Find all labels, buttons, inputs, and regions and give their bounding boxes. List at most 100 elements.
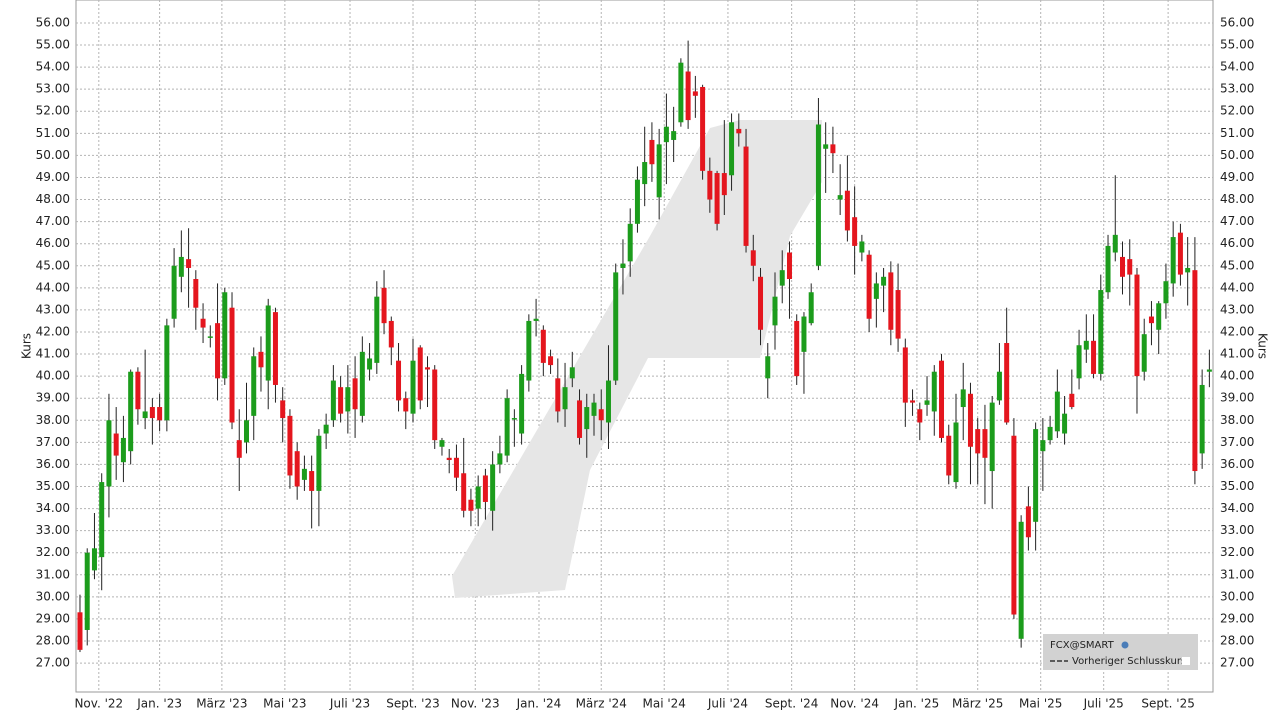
candle-body <box>193 279 199 308</box>
candle-body <box>627 223 633 262</box>
candle-body <box>939 360 945 438</box>
y-tick-label: 35.00 <box>36 479 70 493</box>
y-tick-label: 30.00 <box>36 589 70 603</box>
x-tick-label: März '23 <box>196 697 247 711</box>
candle-body <box>301 468 307 480</box>
candle-body <box>149 407 155 419</box>
candle-body <box>786 252 792 280</box>
candle-body <box>229 307 235 423</box>
candle-body <box>779 270 785 286</box>
candle-body <box>519 373 525 434</box>
candle-body <box>562 387 568 410</box>
candle-body <box>258 351 264 368</box>
candle-body <box>1069 393 1075 408</box>
candle-body <box>634 179 640 224</box>
legend-title: FCX@SMART <box>1050 640 1115 651</box>
candle-body <box>605 380 611 423</box>
candle-body <box>309 471 315 491</box>
candle-body <box>142 411 148 419</box>
y-tick-label: 32.00 <box>36 545 70 559</box>
candle-body <box>917 409 923 423</box>
y2-tick-label: 49.00 <box>1220 170 1254 184</box>
candle-body <box>685 71 691 121</box>
candle-body <box>526 320 532 381</box>
candle-body <box>830 144 836 154</box>
candle-body <box>374 296 380 363</box>
y2-tick-label: 48.00 <box>1220 192 1254 206</box>
y2-tick-label: 51.00 <box>1220 126 1254 140</box>
candle-body <box>801 316 807 352</box>
candle-body <box>1177 232 1183 275</box>
candle-body <box>924 400 930 405</box>
candle-body <box>178 256 184 277</box>
candle-body <box>1170 237 1176 284</box>
candle-body <box>548 356 554 366</box>
candle-body <box>171 265 177 319</box>
candle-body <box>1120 256 1126 277</box>
x-tick-label: Juli '25 <box>1083 697 1124 711</box>
candle-body <box>808 292 814 324</box>
y-tick-label: 40.00 <box>36 369 70 383</box>
candle-body <box>388 320 394 348</box>
candle-body <box>931 371 937 412</box>
candle-body <box>84 552 90 630</box>
watermark <box>452 120 822 598</box>
candle-body <box>453 457 459 478</box>
y-tick-label: 38.00 <box>36 413 70 427</box>
candle-body <box>1206 369 1212 372</box>
candle-body <box>251 356 257 416</box>
y-tick-label: 33.00 <box>36 523 70 537</box>
y2-tick-label: 54.00 <box>1220 60 1254 74</box>
y-tick-label: 42.00 <box>36 324 70 338</box>
candle-body <box>989 402 995 472</box>
x-tick-label: Jan. '24 <box>516 697 562 711</box>
candle-body <box>1098 290 1104 374</box>
y2-tick-label: 36.00 <box>1220 457 1254 471</box>
candle-body <box>1040 440 1046 452</box>
y-tick-label: 56.00 <box>36 15 70 29</box>
y2-tick-label: 42.00 <box>1220 324 1254 338</box>
candle-body <box>367 358 373 370</box>
candle-body <box>881 276 887 286</box>
candle-body <box>1004 343 1010 423</box>
legend-box <box>1043 634 1198 670</box>
y-tick-label: 43.00 <box>36 302 70 316</box>
legend-entry: Vorheriger Schlusskurs <box>1072 656 1186 667</box>
candle-body <box>772 296 778 326</box>
y2-tick-label: 47.00 <box>1220 214 1254 228</box>
y2-tick-label: 45.00 <box>1220 258 1254 272</box>
candle-body <box>345 387 351 412</box>
candle-body <box>844 190 850 231</box>
candle-body <box>135 371 141 410</box>
y-tick-label: 48.00 <box>36 192 70 206</box>
candle-body <box>1011 435 1017 615</box>
y2-tick-label: 43.00 <box>1220 302 1254 316</box>
candle-body <box>1141 334 1147 372</box>
y2-tick-label: 37.00 <box>1220 435 1254 449</box>
candle-body <box>1185 267 1191 273</box>
y-tick-label: 28.00 <box>36 634 70 648</box>
candle-body <box>106 420 112 487</box>
y-tick-label: 53.00 <box>36 82 70 96</box>
candle-body <box>1105 245 1111 293</box>
x-tick-label: März '25 <box>952 697 1003 711</box>
y2-tick-label: 52.00 <box>1220 104 1254 118</box>
candle-body <box>591 402 597 416</box>
candle-body <box>1054 391 1060 432</box>
candle-body <box>982 429 988 458</box>
candle-body <box>678 62 684 123</box>
candle-body <box>729 122 735 176</box>
candle-body <box>497 453 503 465</box>
candle-body <box>815 124 821 266</box>
y-tick-label: 36.00 <box>36 457 70 471</box>
candle-body <box>656 144 662 198</box>
candle-body <box>338 387 344 414</box>
y2-tick-label: 41.00 <box>1220 347 1254 361</box>
candle-body <box>113 433 119 456</box>
candle-body <box>186 259 192 268</box>
x-tick-label: Mai '25 <box>1019 697 1062 711</box>
candle-body <box>272 312 278 385</box>
y2-axis-label: Kurs <box>1256 333 1270 359</box>
candle-body <box>837 195 843 200</box>
